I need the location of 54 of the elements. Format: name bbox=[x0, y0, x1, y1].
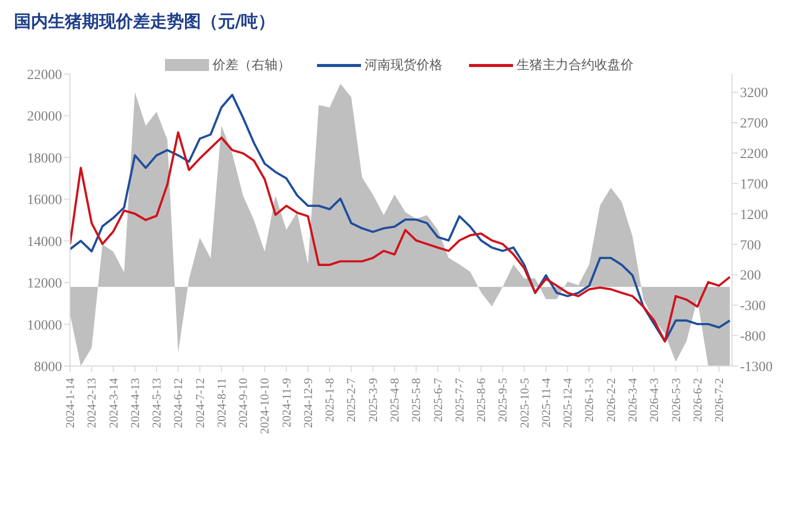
y2-tick-label: -800 bbox=[740, 330, 766, 345]
x-tick-label: 2025-12-4 bbox=[560, 378, 575, 428]
x-tick-label: 2024-9-10 bbox=[236, 378, 250, 428]
legend-label: 河南现货价格 bbox=[364, 57, 442, 74]
x-tick-label: 2025-6-7 bbox=[430, 378, 445, 422]
y2-tick-label: -300 bbox=[740, 299, 766, 314]
x-tick-label: 2024-12-9 bbox=[300, 378, 315, 428]
x-tick-label: 2026-6-2 bbox=[690, 378, 704, 422]
x-tick-label: 2026-4-3 bbox=[647, 378, 662, 422]
x-tick-label: 2025-3-9 bbox=[366, 378, 380, 422]
y2-tick-label: 1700 bbox=[740, 177, 768, 192]
x-tick-label: 2024-4-13 bbox=[128, 378, 142, 428]
y-tick-label: 12000 bbox=[27, 276, 62, 292]
x-tick-label: 2024-10-10 bbox=[258, 378, 272, 434]
legend-label: 生猪主力合约收盘价 bbox=[516, 57, 634, 74]
x-tick-label: 2025-8-6 bbox=[474, 378, 488, 422]
x-tick-label: 2024-1-14 bbox=[63, 378, 77, 428]
x-tick-label: 2025-9-5 bbox=[496, 378, 510, 422]
y2-tick-label: 1200 bbox=[740, 208, 768, 223]
y-tick-label: 22000 bbox=[27, 68, 62, 83]
y-tick-label: 16000 bbox=[27, 193, 62, 208]
x-tick-label: 2025-1-8 bbox=[322, 378, 337, 422]
y2-tick-label: -1300 bbox=[740, 360, 773, 375]
legend-label: 价差（右轴） bbox=[212, 57, 290, 74]
y2-tick-label: 200 bbox=[740, 268, 761, 284]
x-tick-label: 2024-8-11 bbox=[214, 378, 228, 428]
x-tick-label: 2026-2-2 bbox=[604, 378, 618, 422]
x-tick-label: 2025-11-4 bbox=[538, 378, 553, 428]
x-tick-label: 2024-5-13 bbox=[150, 378, 164, 428]
x-tick-label: 2026-1-3 bbox=[582, 378, 596, 422]
x-tick-label: 2024-7-12 bbox=[192, 378, 207, 428]
x-tick-label: 2024-11-9 bbox=[279, 378, 294, 428]
x-tick-label: 2024-3-14 bbox=[106, 378, 120, 428]
y2-tick-label: 2700 bbox=[740, 116, 768, 132]
y-tick-label: 14000 bbox=[27, 234, 62, 250]
y-tick-label: 20000 bbox=[27, 110, 62, 125]
y-tick-label: 8000 bbox=[34, 360, 62, 375]
y-tick-label: 10000 bbox=[27, 318, 62, 334]
x-tick-label: 2025-5-8 bbox=[409, 378, 424, 422]
x-tick-label: 2026-7-2 bbox=[712, 378, 726, 422]
line-series bbox=[70, 131, 731, 342]
y-tick-label: 18000 bbox=[27, 151, 62, 166]
x-tick-label: 2025-2-7 bbox=[344, 378, 358, 422]
x-tick-label: 2026-5-3 bbox=[668, 378, 683, 422]
x-tick-label: 2025-7-7 bbox=[452, 378, 466, 422]
y2-tick-label: 700 bbox=[740, 238, 761, 254]
x-tick-label: 2025-10-5 bbox=[517, 378, 532, 428]
y2-tick-label: 3200 bbox=[740, 86, 768, 102]
x-tick-label: 2026-3-4 bbox=[625, 378, 640, 422]
x-tick-label: 2024-6-12 bbox=[171, 378, 186, 428]
y2-tick-label: 2200 bbox=[740, 147, 768, 162]
x-tick-label: 2025-4-8 bbox=[388, 378, 402, 422]
chart-title: 国内生猪期现价差走势图（元/吨） bbox=[14, 11, 276, 33]
x-tick-label: 2024-2-13 bbox=[84, 378, 99, 428]
